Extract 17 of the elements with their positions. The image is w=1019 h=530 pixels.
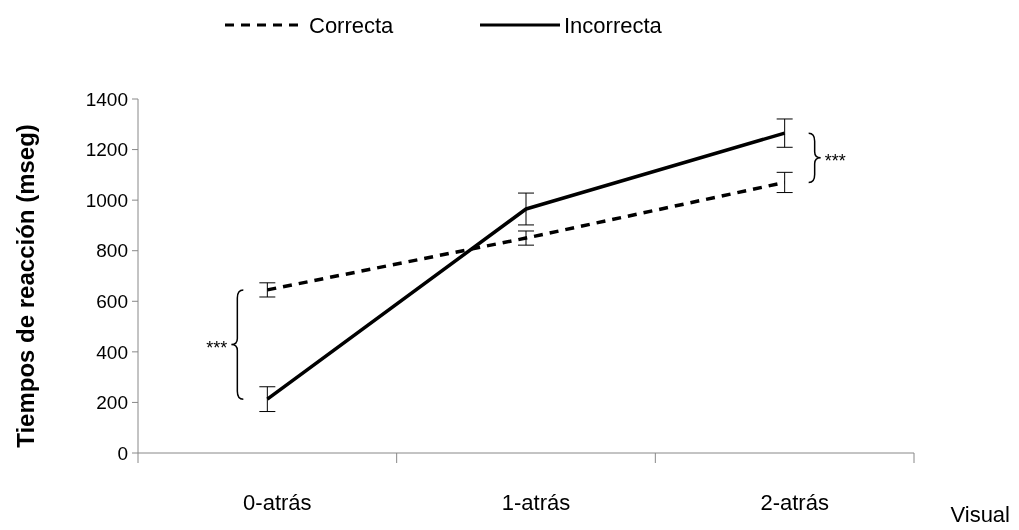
y-tick-label: 1000 — [85, 189, 128, 211]
y-axis-title: Tiempos de reacción (mseg) — [12, 124, 39, 448]
x-tick-label: 2-atrás — [760, 490, 829, 515]
y-tick-label: 1400 — [85, 88, 128, 110]
y-tick-label: 1200 — [85, 139, 128, 161]
legend-label: Incorrecta — [564, 12, 663, 38]
y-tick-label: 200 — [96, 392, 128, 414]
annotation: *** — [824, 150, 846, 171]
legend-label: Correcta — [309, 12, 395, 38]
y-tick-label: 400 — [96, 341, 128, 363]
y-tick-label: 600 — [96, 290, 128, 312]
annotation: *** — [206, 337, 228, 358]
y-tick-label: 800 — [96, 240, 128, 262]
x-tick-label: 0-atrás — [243, 490, 312, 515]
y-tick-label: 0 — [117, 442, 128, 464]
x-tick-label: 1-atrás — [501, 490, 571, 515]
x-axis-title: Visual — [950, 502, 1010, 527]
